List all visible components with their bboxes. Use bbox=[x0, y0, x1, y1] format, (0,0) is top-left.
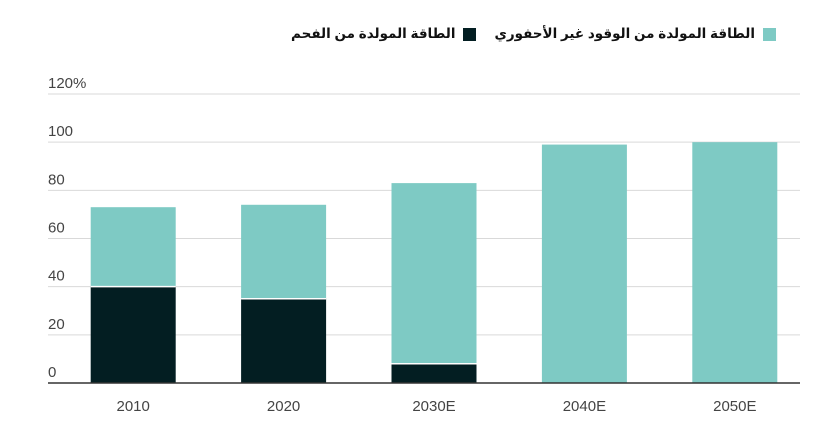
bar-segment bbox=[90, 207, 176, 287]
legend-swatch-non-fossil bbox=[763, 27, 776, 41]
x-tick-label: 2050E bbox=[713, 398, 756, 415]
y-tick-label: 0 bbox=[48, 364, 56, 381]
x-tick-label: 2030E bbox=[412, 398, 455, 415]
x-tick-label: 2010 bbox=[117, 398, 150, 415]
x-tick-label: 2040E bbox=[563, 398, 606, 415]
legend-swatch-coal bbox=[463, 27, 477, 41]
x-tick-label: 2020 bbox=[267, 398, 300, 415]
y-tick-label: 20 bbox=[48, 316, 65, 333]
bar-segment bbox=[241, 204, 327, 299]
bar-segment bbox=[692, 142, 778, 383]
bar-segment bbox=[391, 183, 477, 364]
y-tick-label: 100 bbox=[48, 123, 73, 140]
y-tick-label: 60 bbox=[48, 220, 65, 237]
y-tick-label: 40 bbox=[48, 268, 65, 285]
y-tick-label: 80 bbox=[48, 171, 65, 188]
bar-segment bbox=[90, 286, 176, 383]
legend-label-coal: الطاقة المولدة من الفحم bbox=[291, 26, 456, 41]
bar-segment bbox=[541, 144, 627, 383]
legend-item-coal: الطاقة المولدة من الفحم bbox=[291, 26, 477, 42]
bar-segment bbox=[391, 363, 477, 383]
legend-item-non-fossil: الطاقة المولدة من الوقود غير الأحفوري bbox=[494, 26, 776, 42]
legend: الطاقة المولدة من الوقود غير الأحفوري ال… bbox=[291, 26, 776, 42]
y-tick-label: 120% bbox=[48, 75, 86, 92]
legend-label-non-fossil: الطاقة المولدة من الوقود غير الأحفوري bbox=[494, 26, 755, 41]
bar-segment bbox=[241, 298, 327, 383]
